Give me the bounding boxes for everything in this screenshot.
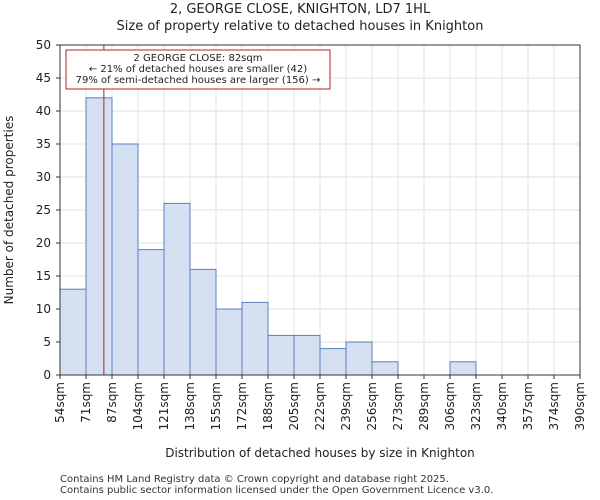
x-tick-label: 222sqm bbox=[313, 382, 327, 430]
x-tick-label: 104sqm bbox=[131, 382, 145, 430]
x-tick-label: 138sqm bbox=[183, 382, 197, 430]
bar-104sqm bbox=[137, 249, 165, 376]
y-tick-label: 50 bbox=[36, 38, 51, 52]
x-tick-label: 256sqm bbox=[365, 382, 379, 430]
y-tick-label: 0 bbox=[43, 368, 51, 382]
annotation-box: 2 GEORGE CLOSE: 82sqm ← 21% of detached … bbox=[65, 49, 331, 90]
x-tick-label: 121sqm bbox=[157, 382, 171, 430]
bar-239sqm bbox=[345, 341, 373, 376]
annotation-frame bbox=[65, 49, 331, 90]
x-tick-label: 306sqm bbox=[443, 382, 457, 430]
x-tick-label: 205sqm bbox=[287, 382, 301, 430]
footer-copyright: Contains HM Land Registry data © Crown c… bbox=[60, 474, 449, 485]
y-tick-layer: 0 5 10 15 20 25 30 35 40 45 50 bbox=[36, 38, 60, 382]
bar-71sqm bbox=[85, 97, 113, 376]
y-tick-label: 25 bbox=[36, 203, 51, 217]
x-tick-label: 323sqm bbox=[469, 382, 483, 430]
y-tick-label: 30 bbox=[36, 170, 51, 184]
bar-87sqm bbox=[111, 143, 139, 376]
bar-222sqm bbox=[319, 348, 347, 376]
x-tick-label: 273sqm bbox=[391, 382, 405, 430]
bar-121sqm bbox=[163, 202, 191, 376]
bar-155sqm bbox=[215, 308, 243, 376]
y-tick-label: 5 bbox=[43, 335, 51, 349]
bar-172sqm bbox=[241, 301, 269, 376]
chart-subtitle: Size of property relative to detached ho… bbox=[116, 19, 484, 34]
x-tick-label: 155sqm bbox=[209, 382, 223, 430]
x-tick-label: 390sqm bbox=[573, 382, 587, 430]
x-tick-label: 374sqm bbox=[547, 382, 561, 430]
y-tick-label: 35 bbox=[36, 137, 51, 151]
x-tick-label: 87sqm bbox=[105, 382, 119, 423]
footer-licence: Contains public sector information licen… bbox=[60, 485, 494, 496]
x-tick-label: 71sqm bbox=[79, 382, 93, 423]
bar-layer bbox=[59, 97, 477, 376]
y-tick-label: 15 bbox=[36, 269, 51, 283]
y-tick-label: 20 bbox=[36, 236, 51, 250]
x-axis-label: Distribution of detached houses by size … bbox=[165, 446, 475, 460]
bar-306sqm bbox=[449, 361, 477, 376]
annotation-line-3: 79% of semi-detached houses are larger (… bbox=[76, 75, 321, 86]
x-tick-label: 340sqm bbox=[495, 382, 509, 430]
annotation-line-1: 2 GEORGE CLOSE: 82sqm bbox=[134, 53, 263, 64]
x-tick-label: 357sqm bbox=[521, 382, 535, 430]
x-tick-label: 172sqm bbox=[235, 382, 249, 430]
x-tick-label: 289sqm bbox=[417, 382, 431, 430]
y-tick-label: 10 bbox=[36, 302, 51, 316]
chart-title: 2, GEORGE CLOSE, KNIGHTON, LD7 1HL bbox=[169, 2, 431, 17]
y-tick-label: 40 bbox=[36, 104, 51, 118]
x-tick-label: 54sqm bbox=[53, 382, 67, 423]
bar-138sqm bbox=[189, 268, 217, 376]
bar-188sqm bbox=[267, 334, 295, 376]
bar-54sqm bbox=[59, 288, 87, 376]
x-tick-label: 239sqm bbox=[339, 382, 353, 430]
bar-256sqm bbox=[371, 361, 399, 376]
x-tick-layer: 54sqm 71sqm 87sqm 104sqm 121sqm 138sqm 155sqm 1… bbox=[53, 375, 587, 430]
y-axis-label: Number of detached properties bbox=[2, 116, 16, 305]
bar-205sqm bbox=[293, 334, 321, 376]
y-tick-label: 45 bbox=[36, 71, 51, 85]
x-tick-label: 188sqm bbox=[261, 382, 275, 430]
annotation-line-2: ← 21% of detached houses are smaller (42… bbox=[89, 64, 307, 75]
